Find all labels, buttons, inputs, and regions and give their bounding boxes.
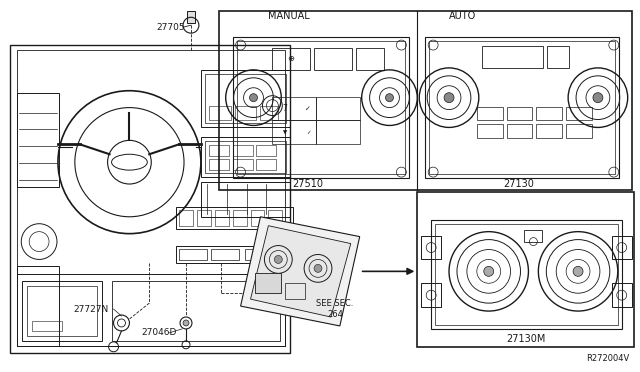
Circle shape bbox=[484, 266, 493, 276]
Bar bbox=[17, 274, 285, 346]
Bar bbox=[233, 145, 253, 156]
Text: ⊕: ⊕ bbox=[288, 54, 294, 64]
Bar bbox=[233, 210, 246, 226]
Bar bbox=[547, 46, 569, 68]
Bar bbox=[536, 107, 562, 121]
Bar bbox=[425, 37, 619, 178]
Circle shape bbox=[314, 264, 322, 272]
Bar bbox=[197, 210, 211, 226]
Bar bbox=[17, 266, 59, 346]
Text: ✓: ✓ bbox=[305, 106, 311, 112]
Bar bbox=[179, 248, 207, 260]
Bar bbox=[237, 41, 405, 174]
Polygon shape bbox=[250, 226, 351, 317]
Bar bbox=[273, 121, 316, 144]
Bar bbox=[477, 125, 502, 138]
Text: 27046D: 27046D bbox=[141, 328, 177, 337]
Bar bbox=[28, 286, 97, 336]
Circle shape bbox=[250, 94, 257, 102]
Bar bbox=[201, 70, 290, 128]
Bar bbox=[255, 273, 282, 293]
Bar bbox=[316, 97, 360, 121]
Bar bbox=[235, 106, 257, 119]
Bar bbox=[257, 159, 276, 170]
Bar bbox=[507, 107, 532, 121]
Text: 27510: 27510 bbox=[292, 179, 324, 189]
Circle shape bbox=[385, 94, 394, 102]
Text: 27130: 27130 bbox=[503, 179, 534, 189]
Text: ✓: ✓ bbox=[306, 130, 310, 135]
Bar bbox=[201, 137, 290, 177]
Text: SEE SEC.
264: SEE SEC. 264 bbox=[316, 299, 353, 319]
Bar bbox=[524, 230, 542, 241]
Bar bbox=[209, 145, 228, 156]
Bar bbox=[209, 106, 230, 119]
Circle shape bbox=[183, 320, 189, 326]
Text: 27054M: 27054M bbox=[268, 289, 305, 298]
Bar bbox=[566, 125, 592, 138]
Polygon shape bbox=[241, 217, 360, 326]
Bar bbox=[477, 107, 502, 121]
Bar bbox=[314, 48, 352, 70]
Bar bbox=[205, 74, 286, 124]
Bar bbox=[268, 210, 282, 226]
Bar bbox=[431, 220, 621, 329]
Bar bbox=[356, 48, 383, 70]
Bar bbox=[482, 46, 543, 68]
Bar bbox=[209, 159, 228, 170]
Text: R272004V: R272004V bbox=[586, 354, 630, 363]
Bar bbox=[205, 141, 286, 173]
Circle shape bbox=[275, 256, 282, 263]
Text: AUTO: AUTO bbox=[449, 11, 476, 21]
Circle shape bbox=[593, 93, 603, 103]
Text: MANUAL: MANUAL bbox=[268, 11, 310, 21]
Text: 27727N: 27727N bbox=[74, 305, 109, 314]
Bar bbox=[22, 281, 102, 341]
Bar bbox=[211, 248, 239, 260]
Bar bbox=[32, 321, 62, 331]
Bar bbox=[215, 210, 228, 226]
Bar bbox=[233, 159, 253, 170]
Bar bbox=[176, 207, 293, 229]
Bar bbox=[417, 192, 634, 347]
Bar bbox=[566, 107, 592, 121]
Bar bbox=[187, 11, 195, 23]
Bar bbox=[244, 248, 273, 260]
Bar bbox=[612, 235, 632, 259]
Bar bbox=[421, 235, 441, 259]
Bar bbox=[612, 283, 632, 307]
Bar bbox=[429, 41, 615, 174]
Bar bbox=[273, 97, 316, 121]
Circle shape bbox=[444, 93, 454, 103]
Text: 7: 7 bbox=[283, 104, 288, 113]
Bar bbox=[435, 224, 618, 325]
Bar bbox=[17, 50, 285, 346]
Bar bbox=[536, 125, 562, 138]
Bar bbox=[233, 37, 410, 178]
Text: 27705: 27705 bbox=[156, 23, 185, 32]
Bar bbox=[273, 48, 310, 70]
Bar bbox=[277, 248, 291, 260]
Bar bbox=[507, 125, 532, 138]
Bar bbox=[179, 210, 193, 226]
Bar bbox=[176, 246, 293, 263]
Bar bbox=[257, 145, 276, 156]
Bar bbox=[111, 281, 280, 341]
Bar bbox=[219, 11, 632, 190]
Bar bbox=[17, 93, 59, 187]
Bar bbox=[250, 210, 264, 226]
Text: 27130M: 27130M bbox=[506, 334, 545, 344]
Bar bbox=[10, 45, 290, 353]
Bar bbox=[316, 121, 360, 144]
Circle shape bbox=[573, 266, 583, 276]
Text: ▼: ▼ bbox=[283, 130, 287, 135]
Bar bbox=[421, 283, 441, 307]
Bar bbox=[201, 182, 290, 217]
Bar bbox=[285, 283, 305, 299]
Bar bbox=[260, 106, 278, 119]
